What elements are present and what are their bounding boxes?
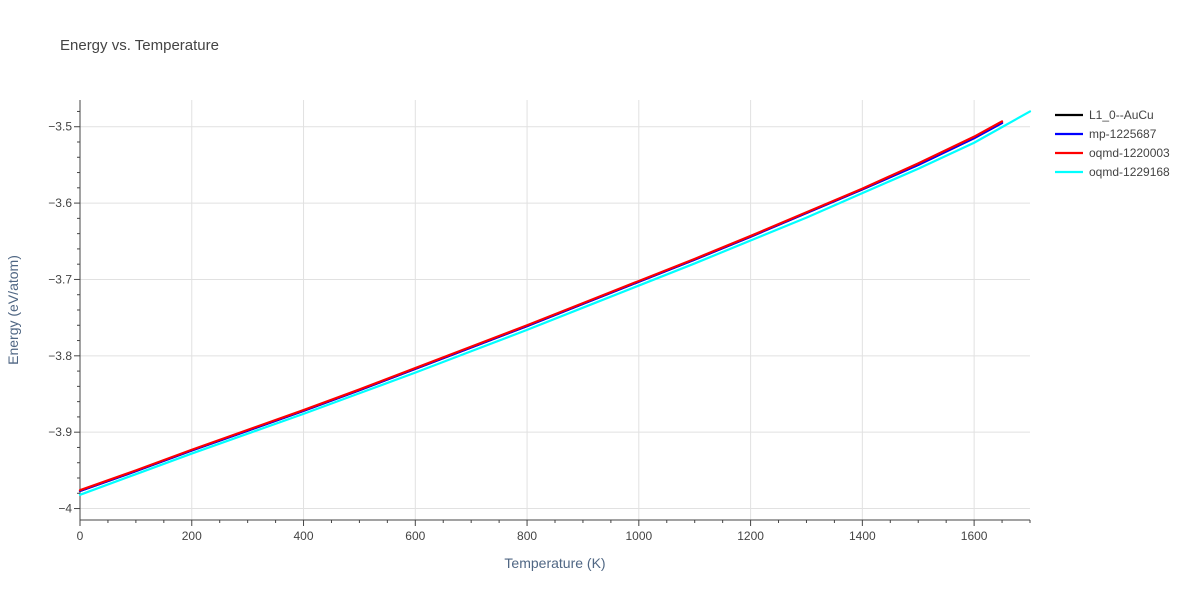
- x-tick-label: 600: [405, 529, 425, 543]
- y-tick-label: −3.5: [48, 120, 72, 134]
- x-tick-label: 800: [517, 529, 537, 543]
- x-tick-label: 1200: [737, 529, 764, 543]
- x-tick-label: 1600: [961, 529, 988, 543]
- y-axis-title: Energy (eV/atom): [5, 255, 21, 365]
- legend-item[interactable]: oqmd-1229168: [1055, 165, 1170, 179]
- y-tick-label: −3.8: [48, 349, 72, 363]
- legend-item[interactable]: L1_0--AuCu: [1055, 108, 1154, 122]
- x-axis-title: Temperature (K): [504, 555, 605, 571]
- y-tick-label: −4: [58, 502, 72, 516]
- legend-label: L1_0--AuCu: [1089, 108, 1154, 122]
- legend-label: oqmd-1220003: [1089, 146, 1170, 160]
- x-tick-label: 0: [77, 529, 84, 543]
- legend: L1_0--AuCu mp-1225687 oqmd-1220003 oqmd-122…: [1055, 108, 1170, 179]
- legend-label: mp-1225687: [1089, 127, 1157, 141]
- grid-layer: [79, 100, 1030, 520]
- series-line-l1-0-aucu[interactable]: [78, 121, 1004, 493]
- y-tick-label: −3.6: [48, 196, 72, 210]
- series-line-mp-1225687[interactable]: [78, 121, 1004, 493]
- series-line-oqmd-1229168[interactable]: [78, 110, 1032, 496]
- x-tick-label: 200: [182, 529, 202, 543]
- legend-item[interactable]: oqmd-1220003: [1055, 146, 1170, 160]
- y-tick-label: −3.7: [48, 272, 72, 286]
- axes-layer: 0 200 400 600 800 1000 1200 1400 1600 −4 −3.9 −3.8 −…: [48, 100, 1031, 543]
- legend-item[interactable]: mp-1225687: [1055, 127, 1157, 141]
- chart-title: Energy vs. Temperature: [60, 37, 219, 54]
- series-line-oqmd-1220003[interactable]: [78, 120, 1004, 492]
- legend-label: oqmd-1229168: [1089, 165, 1170, 179]
- x-tick-label: 1400: [849, 529, 876, 543]
- y-tick-label: −3.9: [48, 425, 72, 439]
- x-tick-label: 1000: [625, 529, 652, 543]
- series-layer: [78, 110, 1032, 496]
- x-tick-label: 400: [294, 529, 314, 543]
